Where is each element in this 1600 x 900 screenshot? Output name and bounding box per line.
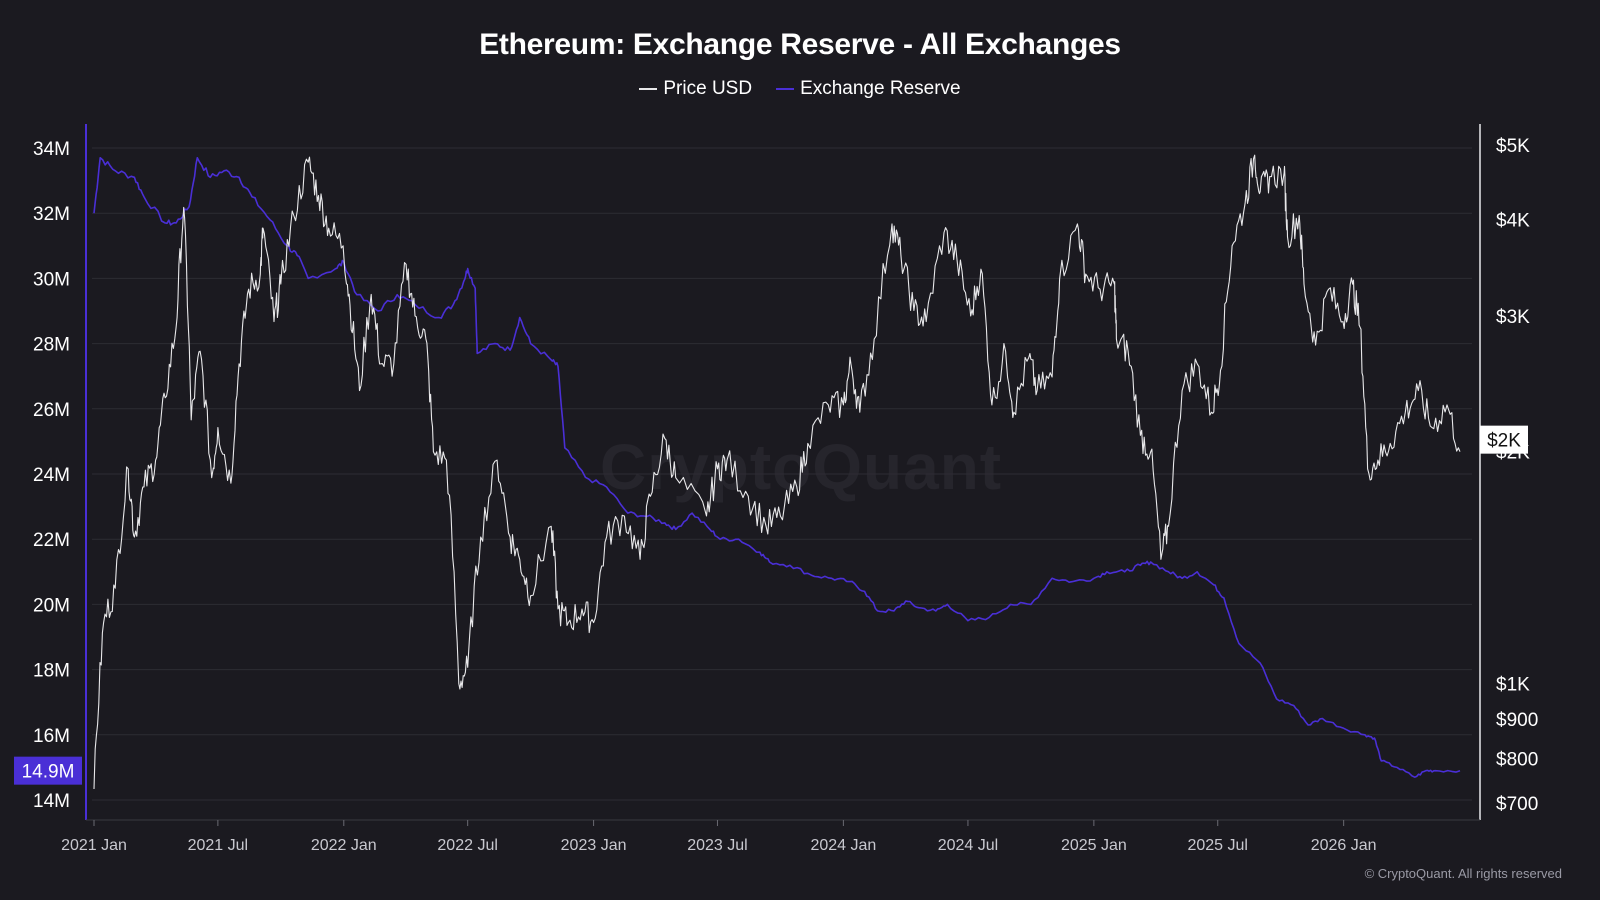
legend: Price USD Exchange Reserve xyxy=(0,78,1600,100)
current-reserve-badge xyxy=(14,756,82,785)
y-right-tick-label: $3K xyxy=(1496,307,1530,328)
current-reserve-label: 14.9M xyxy=(22,762,75,783)
x-tick-label: 2026 Jan xyxy=(1311,837,1377,854)
x-tick-label: 2024 Jan xyxy=(810,837,876,854)
chart-title: Ethereum: Exchange Reserve - All Exchang… xyxy=(479,28,1121,61)
y-left-tick-label: 18M xyxy=(33,661,70,682)
y-right-tick-label: $4K xyxy=(1496,211,1530,232)
series-line-price-usd xyxy=(93,154,1461,790)
x-tick-label: 2021 Jul xyxy=(188,837,249,854)
x-tick-label: 2025 Jan xyxy=(1061,837,1127,854)
x-tick-label: 2023 Jan xyxy=(561,837,627,854)
y-left-tick-label: 32M xyxy=(33,204,70,225)
x-tick-label: 2025 Jul xyxy=(1187,837,1248,854)
y-right-tick-label: $800 xyxy=(1496,749,1538,770)
legend-swatch-price xyxy=(639,88,658,90)
legend-swatch-reserve xyxy=(776,88,795,90)
series-line-exchange-reserve xyxy=(93,157,1461,779)
y-left-tick-label: 34M xyxy=(33,139,70,160)
y-left-tick-label: 14M xyxy=(33,791,70,812)
y-left-tick-label: 30M xyxy=(33,269,70,290)
current-price-badge xyxy=(1480,425,1528,454)
y-left-tick-label: 22M xyxy=(33,530,70,551)
y-left-tick-label: 24M xyxy=(33,465,70,486)
y-left-tick-label: 20M xyxy=(33,595,70,616)
x-tick-label: 2022 Jan xyxy=(311,837,377,854)
y-right-tick-label: $5K xyxy=(1496,136,1530,157)
y-right-tick-label: $900 xyxy=(1496,710,1538,731)
y-right-tick-label: $1K xyxy=(1496,675,1530,696)
y-left-tick-label: 16M xyxy=(33,726,70,747)
y-left-tick-label: 28M xyxy=(33,335,70,356)
legend-label-reserve: Exchange Reserve xyxy=(800,78,961,99)
x-tick-label: 2021 Jan xyxy=(61,837,127,854)
x-tick-label: 2024 Jul xyxy=(938,837,999,854)
current-price-label: $2K xyxy=(1487,431,1521,452)
y-right-tick-label: $700 xyxy=(1496,794,1538,815)
y-left-tick-label: 26M xyxy=(33,400,70,421)
legend-item-reserve[interactable]: Exchange Reserve xyxy=(776,78,961,100)
legend-label-price: Price USD xyxy=(663,78,753,99)
copyright-text: © CryptoQuant. All rights reserved xyxy=(1364,866,1562,881)
legend-item-price[interactable]: Price USD xyxy=(639,78,752,100)
x-tick-label: 2022 Jul xyxy=(437,837,498,854)
x-tick-label: 2023 Jul xyxy=(687,837,748,854)
